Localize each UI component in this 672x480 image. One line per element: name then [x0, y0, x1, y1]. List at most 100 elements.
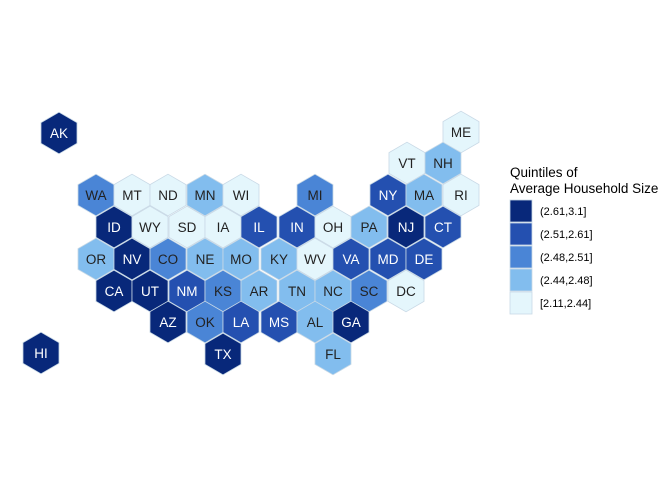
state-label-ca: CA — [105, 284, 124, 299]
hex-shape-pa — [350, 205, 388, 249]
state-hex-mn: MN — [186, 173, 224, 217]
state-label-nh: NH — [433, 156, 453, 171]
state-hex-ct: CT — [424, 205, 462, 249]
state-hex-ky: KY — [260, 237, 298, 281]
hex-shape-wi — [222, 173, 260, 217]
state-hex-nd: ND — [149, 173, 187, 217]
state-hex-al: AL — [296, 300, 334, 344]
state-label-mo: MO — [230, 252, 252, 267]
state-hex-mo: MO — [222, 237, 260, 281]
state-label-ny: NY — [379, 188, 398, 203]
state-label-pa: PA — [360, 220, 377, 235]
state-label-ks: KS — [214, 284, 232, 299]
legend-label-1: (2.61,3.1] — [540, 206, 586, 218]
state-hex-la: LA — [222, 300, 260, 344]
hex-shape-ri — [442, 173, 480, 217]
state-label-ct: CT — [434, 220, 452, 235]
hex-shape-dc — [387, 269, 425, 313]
state-hex-ca: CA — [95, 269, 133, 313]
state-label-wa: WA — [85, 188, 106, 203]
legend-title-line2: Average Household Size — [510, 181, 658, 196]
state-label-tn: TN — [288, 284, 306, 299]
state-hex-ms: MS — [260, 300, 298, 344]
state-label-az: AZ — [159, 315, 176, 330]
legend-swatch-1 — [509, 199, 533, 223]
state-label-ut: UT — [141, 284, 159, 299]
state-label-ky: KY — [270, 252, 288, 267]
state-label-al: AL — [307, 315, 324, 330]
state-hex-ga: GA — [332, 300, 370, 344]
state-hex-hi: HI — [22, 331, 60, 375]
state-label-in: IN — [290, 220, 304, 235]
legend-swatch-2 — [509, 222, 533, 246]
state-label-ia: IA — [217, 220, 230, 235]
state-hex-tx: TX — [204, 332, 242, 376]
state-label-oh: OH — [323, 220, 343, 235]
hex-shape-nd — [149, 173, 187, 217]
state-hex-nv: NV — [113, 237, 151, 281]
state-label-wi: WI — [233, 188, 250, 203]
state-hex-ia: IA — [204, 205, 242, 249]
state-hex-co: CO — [149, 237, 187, 281]
state-label-me: ME — [451, 125, 471, 140]
hex-shape-va — [332, 237, 370, 281]
state-hex-me: ME — [442, 110, 480, 154]
state-label-vt: VT — [398, 156, 415, 171]
state-hex-vt: VT — [388, 141, 426, 185]
legend-swatch-5 — [509, 291, 533, 315]
state-hex-pa: PA — [350, 205, 388, 249]
state-hex-wy: WY — [131, 205, 169, 249]
state-hex-ut: UT — [131, 269, 169, 313]
state-label-ga: GA — [341, 315, 361, 330]
state-label-nv: NV — [123, 252, 142, 267]
hex-shape-ga — [332, 300, 370, 344]
legend-swatch-4 — [509, 268, 533, 292]
state-label-fl: FL — [325, 347, 341, 362]
state-label-hi: HI — [34, 346, 48, 361]
legend-label-5: [2.11,2.44] — [540, 298, 591, 310]
state-label-nc: NC — [323, 284, 343, 299]
state-hex-nh: NH — [424, 141, 462, 185]
hex-shape-nj — [387, 205, 425, 249]
state-hex-sd: SD — [168, 205, 206, 249]
state-label-sc: SC — [360, 284, 379, 299]
state-label-ms: MS — [269, 315, 289, 330]
state-label-ak: AK — [50, 126, 68, 141]
state-hex-ny: NY — [369, 173, 407, 217]
hex-shape-fl — [314, 332, 352, 376]
state-label-id: ID — [107, 220, 121, 235]
hex-shape-wy — [131, 205, 169, 249]
state-label-il: IL — [253, 220, 265, 235]
state-hex-va: VA — [332, 237, 370, 281]
state-label-ma: MA — [414, 188, 434, 203]
state-hex-nj: NJ — [387, 205, 425, 249]
hex-shape-hi — [22, 331, 60, 375]
state-hex-de: DE — [405, 237, 443, 281]
state-label-or: OR — [86, 252, 107, 267]
state-label-mn: MN — [195, 188, 216, 203]
hex-shape-de — [405, 237, 443, 281]
state-label-ok: OK — [195, 315, 215, 330]
state-label-ri: RI — [454, 188, 468, 203]
state-hex-md: MD — [369, 237, 407, 281]
state-label-ne: NE — [196, 252, 215, 267]
hex-shape-ct — [424, 205, 462, 249]
state-hex-il: IL — [240, 205, 278, 249]
legend-items: (2.61,3.1] (2.51,2.61] (2.48,2.51] (2.44,2.… — [509, 199, 593, 315]
hex-shape-mi — [296, 173, 334, 217]
state-label-wv: WV — [304, 252, 326, 267]
state-hexes: AK HI ME VT NH WA MT ND MN WI MI NY MA RI ID WY SD IA IL IN… — [22, 110, 480, 376]
hex-shape-az — [149, 300, 187, 344]
state-hex-ok: OK — [186, 300, 224, 344]
legend-title-line1: Quintiles of — [510, 165, 578, 180]
hex-shape-la — [222, 300, 260, 344]
hex-shape-ak — [40, 111, 78, 155]
state-hex-fl: FL — [314, 332, 352, 376]
legend-label-3: (2.48,2.51] — [540, 252, 593, 264]
state-label-sd: SD — [178, 220, 197, 235]
state-label-mi: MI — [308, 188, 323, 203]
hex-shape-tx — [204, 332, 242, 376]
legend-label-4: (2.44,2.48] — [540, 275, 593, 287]
hex-shape-il — [240, 205, 278, 249]
